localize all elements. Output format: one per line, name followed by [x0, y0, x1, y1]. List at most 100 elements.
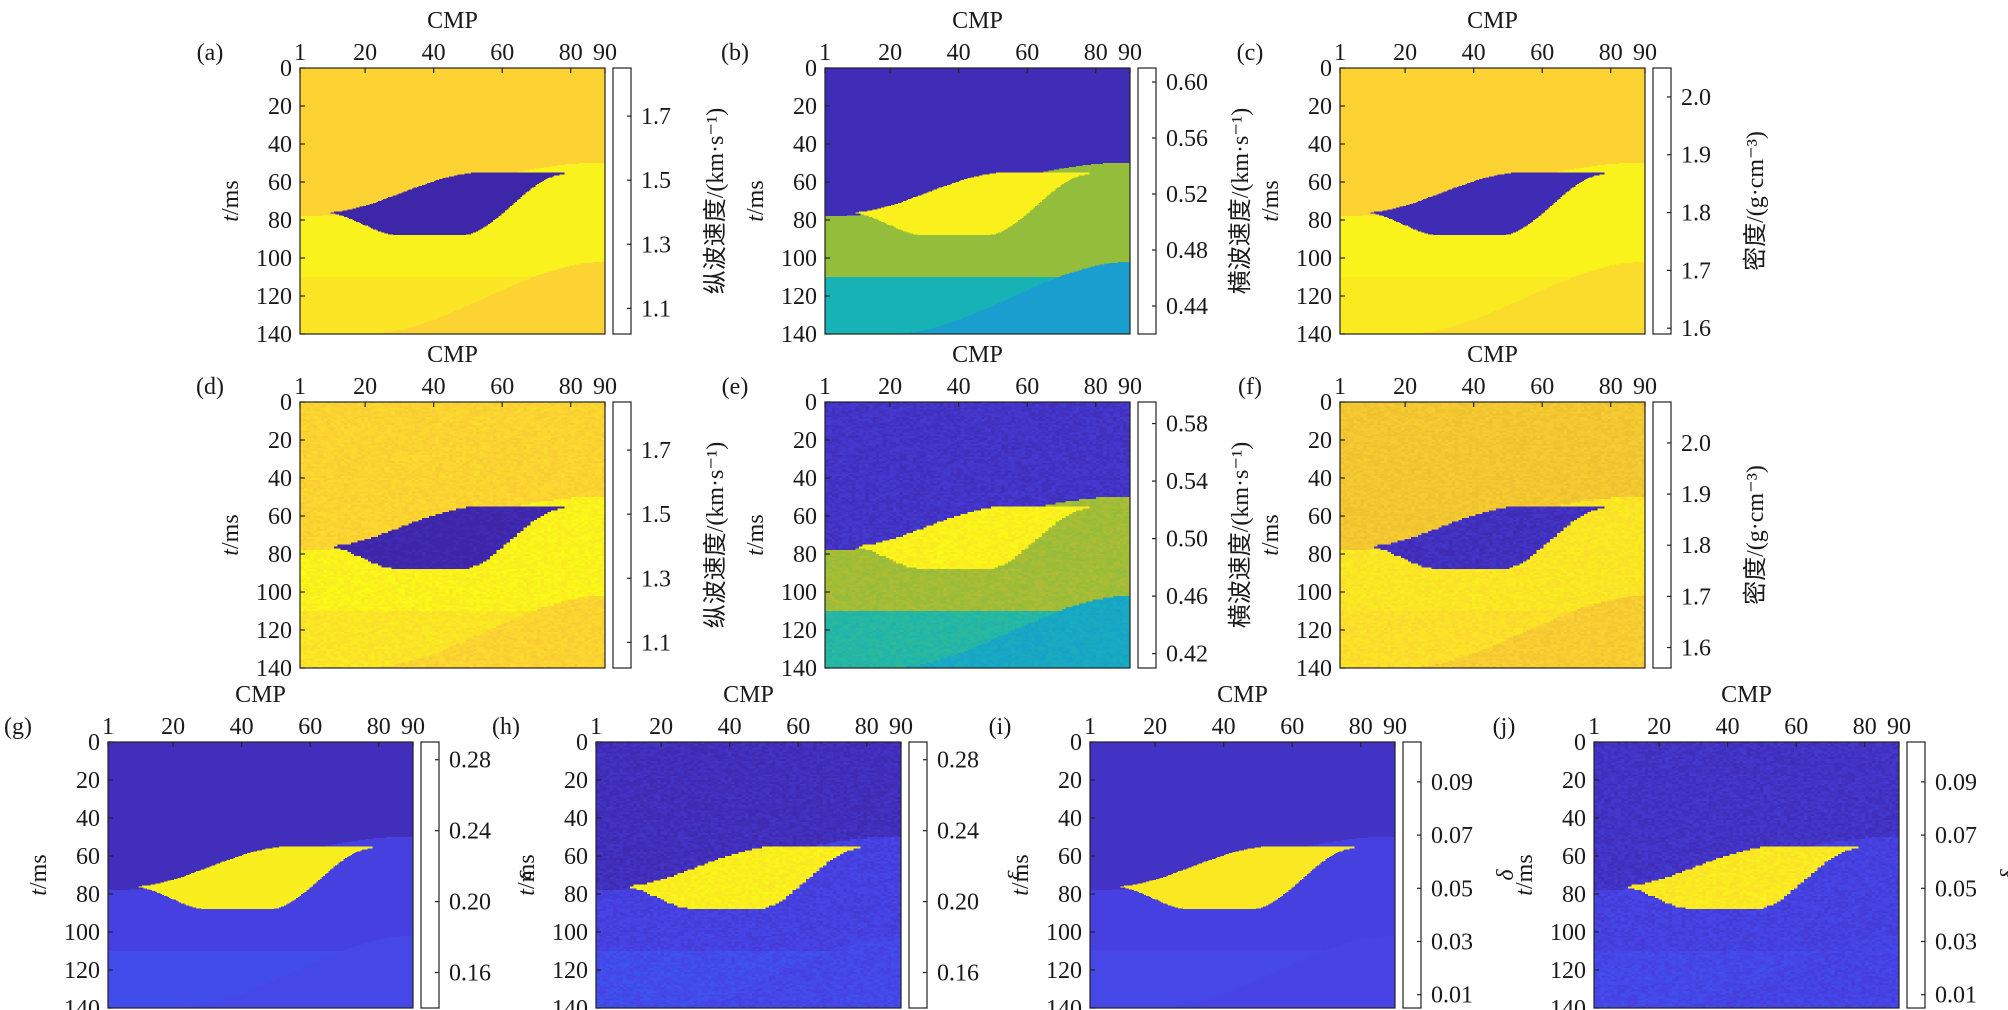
y-tick-label: 140: [256, 322, 292, 348]
y-tick-label: 20: [793, 94, 817, 120]
x-tick-label: 90: [1887, 714, 1911, 740]
y-tick-label: 60: [1308, 504, 1332, 530]
y-tick-label: 0: [88, 730, 100, 756]
y-tick-label: 40: [1308, 132, 1332, 158]
y-tick-label: 40: [793, 132, 817, 158]
colorbar-gradient: [1402, 741, 1422, 1009]
y-tick-label: 100: [1296, 246, 1332, 272]
x-tick-label: 40: [947, 374, 971, 400]
heatmap-image: [825, 402, 1130, 668]
x-tick-label: 20: [878, 374, 902, 400]
y-axis-label: t/ms: [218, 514, 244, 555]
y-tick-label: 140: [1046, 996, 1082, 1010]
y-tick-label: 80: [76, 882, 100, 908]
x-tick-label: 90: [593, 40, 617, 66]
x-tick-label: 60: [490, 374, 514, 400]
colorbar: 1.6 1.7 1.8 1.9 2.0 密度/(g·cm⁻³): [1652, 401, 1769, 669]
colorbar-tick-label: 0.07: [1935, 823, 1977, 849]
colorbar-gradient: [1137, 67, 1157, 335]
colorbar-tick-label: 0.07: [1431, 823, 1473, 849]
colorbar: 1.1 1.3 1.5 1.7 纵波速度/(km·s⁻¹): [612, 67, 729, 335]
x-tick-label: 60: [1015, 40, 1039, 66]
panel-f: 1 20 40 60 80 90CMP020406080100120140t/ms(f)1…: [1238, 342, 1769, 682]
y-tick-label: 20: [76, 768, 100, 794]
y-tick-label: 0: [1320, 56, 1332, 82]
panel-i: 1 20 40 60 80 90CMP020406080100120140t/ms(i)0…: [989, 682, 1519, 1010]
panel-d: 1 20 40 60 80 90CMP020406080100120140t/ms(d)1…: [196, 342, 729, 682]
x-tick-label: 90: [1383, 714, 1407, 740]
y-tick-label: 60: [1058, 844, 1082, 870]
colorbar-tick-label: 0.48: [1166, 238, 1208, 264]
colorbar-tick-label: 0.03: [1431, 930, 1473, 956]
x-tick-label: 60: [1015, 374, 1039, 400]
x-tick-label: 40: [718, 714, 742, 740]
y-tick-label: 0: [1574, 730, 1586, 756]
x-tick-label: 1: [1588, 714, 1600, 740]
colorbar-tick-label: 0.01: [1935, 983, 1977, 1009]
colorbar-tick-label: 0.05: [1431, 876, 1473, 902]
colorbar-tick-label: 0.20: [449, 890, 491, 916]
colorbar-tick-label: 1.3: [641, 566, 671, 592]
colorbar-label: 纵波速度/(km·s⁻¹): [702, 108, 729, 295]
y-tick-label: 80: [793, 542, 817, 568]
y-tick-label: 20: [564, 768, 588, 794]
y-tick-label: 0: [280, 56, 292, 82]
colorbar-tick-label: 0.05: [1935, 876, 1977, 902]
y-tick-label: 20: [1308, 428, 1332, 454]
colorbar-tick-label: 0.03: [1935, 930, 1977, 956]
x-tick-label: 80: [1853, 714, 1877, 740]
x-tick-label: 40: [1462, 40, 1486, 66]
colorbar-tick-label: 0.01: [1431, 983, 1473, 1009]
y-axis-label: t/ms: [743, 514, 769, 555]
y-axis-label: t/ms: [218, 180, 244, 221]
y-tick-label: 120: [781, 284, 817, 310]
y-tick-label: 40: [76, 806, 100, 832]
y-tick-label: 60: [793, 170, 817, 196]
x-tick-label: 1: [294, 40, 306, 66]
y-tick-label: 0: [280, 390, 292, 416]
panel-c: 1 20 40 60 80 90CMP020406080100120140t/ms(c)1…: [1237, 8, 1769, 348]
colorbar-tick-label: 1.7: [641, 104, 671, 130]
y-tick-label: 140: [552, 996, 588, 1010]
colorbar-label: 横波速度/(km·s⁻¹): [1227, 108, 1254, 295]
plot-frame: [299, 401, 606, 669]
panel-g: 1 20 40 60 80 90CMP020406080100120140t/ms(g)0…: [4, 682, 537, 1010]
x-tick-label: 80: [559, 40, 583, 66]
colorbar-tick-label: 1.1: [641, 630, 671, 656]
colorbar-tick-label: 1.7: [641, 438, 671, 464]
y-axis-label: t/ms: [514, 854, 540, 895]
colorbar-gradient: [1137, 401, 1157, 669]
y-axis-label: t/ms: [1258, 180, 1284, 221]
colorbar-tick-label: 0.52: [1166, 182, 1208, 208]
colorbar-tick-label: 1.9: [1681, 143, 1711, 169]
colorbar-gradient: [612, 67, 632, 335]
y-axis-label: t/ms: [1512, 854, 1538, 895]
y-tick-label: 120: [1046, 958, 1082, 984]
heatmap-image: [300, 68, 605, 334]
y-tick-label: 100: [256, 246, 292, 272]
x-tick-label: 90: [1118, 40, 1142, 66]
x-tick-label: 20: [353, 374, 377, 400]
x-tick-label: 80: [855, 714, 879, 740]
x-tick-label: 20: [1393, 374, 1417, 400]
y-tick-label: 120: [64, 958, 100, 984]
heatmap-image: [300, 402, 605, 668]
y-tick-label: 100: [256, 580, 292, 606]
x-tick-label: 1: [102, 714, 114, 740]
colorbar-tick-label: 0.24: [937, 819, 979, 845]
colorbar: 0.44 0.48 0.52 0.56 0.60 横波速度/(km·s⁻¹): [1137, 67, 1254, 335]
panel-title: CMP: [1217, 682, 1268, 708]
colorbar-tick-label: 0.16: [449, 961, 491, 987]
y-tick-label: 0: [1070, 730, 1082, 756]
x-tick-label: 1: [819, 40, 831, 66]
colorbar-tick-label: 1.8: [1681, 533, 1711, 559]
y-tick-label: 0: [805, 390, 817, 416]
colorbar-tick-label: 1.1: [641, 296, 671, 322]
panel-label: (d): [196, 374, 224, 400]
colorbar-tick-label: 0.20: [937, 890, 979, 916]
panel-label: (c): [1237, 40, 1264, 66]
panel-title: CMP: [235, 682, 286, 708]
x-tick-label: 20: [353, 40, 377, 66]
plot-frame: [299, 67, 606, 335]
